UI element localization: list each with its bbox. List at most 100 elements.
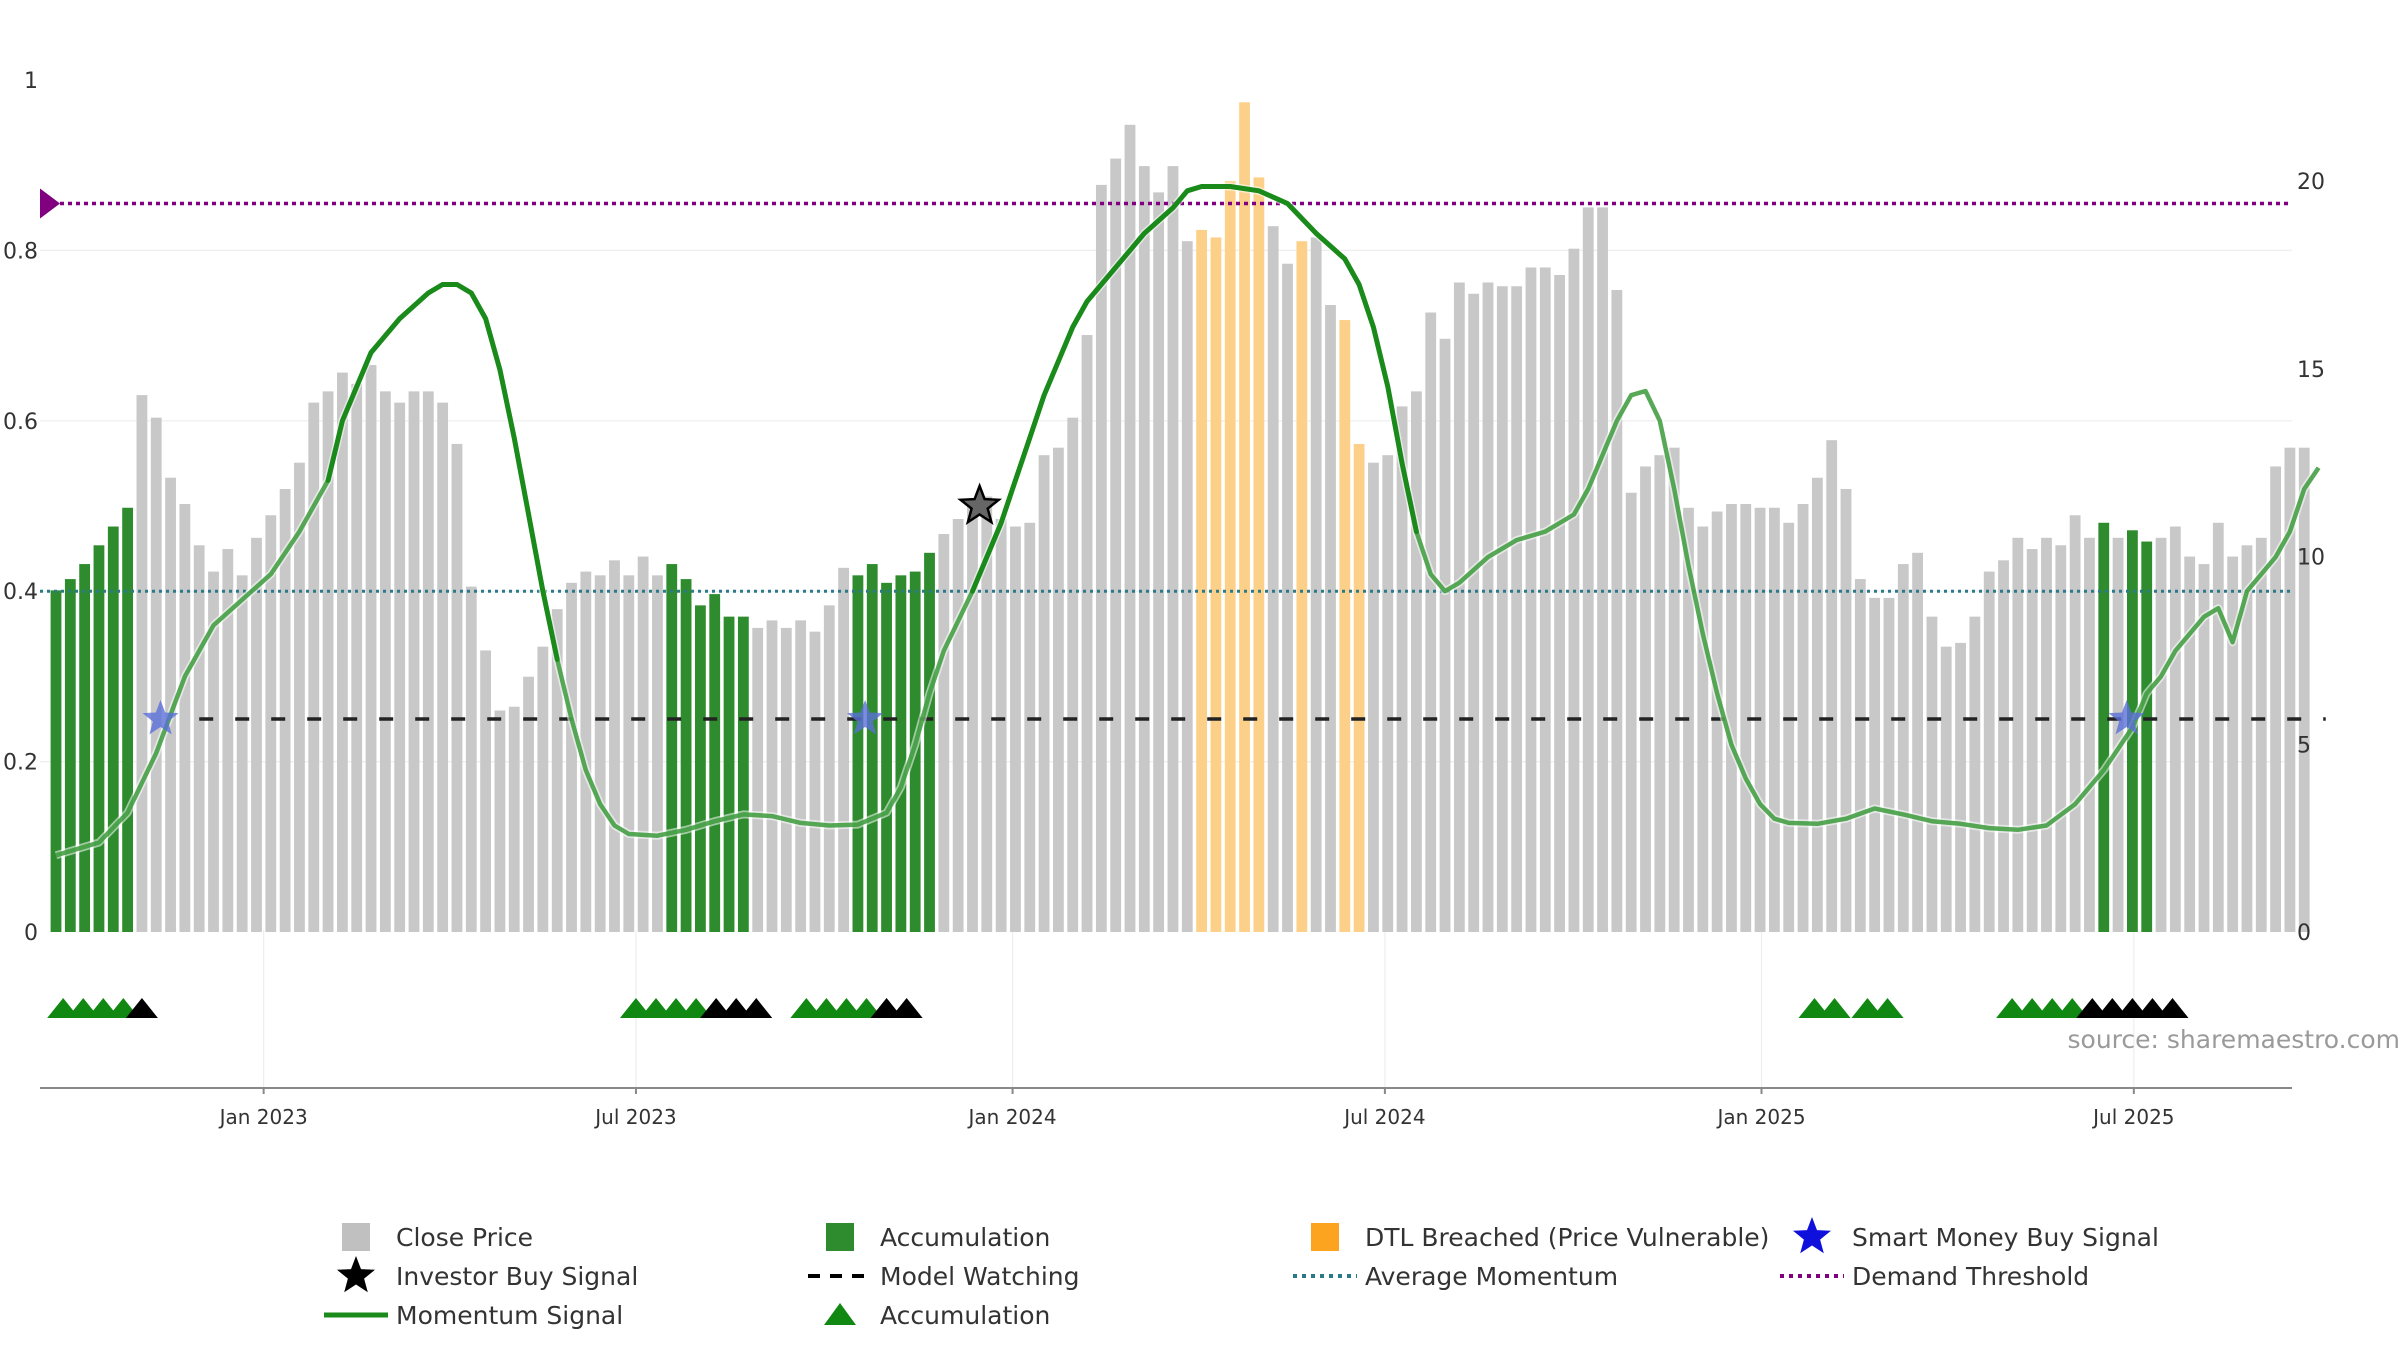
momentum-signal-strong xyxy=(325,282,560,662)
left-tick-label: 0.8 xyxy=(3,239,38,264)
right-tick-label: 0 xyxy=(2297,921,2311,946)
right-tick-label: 5 xyxy=(2297,733,2311,758)
close-price-bar xyxy=(408,391,420,932)
close-price-bar xyxy=(2212,522,2224,932)
close-price-bar xyxy=(2026,549,2038,932)
accumulation-marker-green xyxy=(1818,998,1851,1018)
close-price-bar xyxy=(752,627,764,932)
close-price-bar xyxy=(766,620,778,932)
close-price-bar xyxy=(1940,646,1952,932)
accumulation-marker-black xyxy=(2076,998,2109,1018)
close-price-bar xyxy=(1883,597,1895,932)
accumulation-bar xyxy=(2098,522,2110,932)
close-price-bar xyxy=(1525,267,1537,932)
close-price-bar xyxy=(1382,455,1394,932)
legend-item: Accumulation xyxy=(826,1223,1050,1252)
legend-item: Demand Threshold xyxy=(1780,1262,2089,1291)
close-price-bar xyxy=(795,620,807,932)
accumulation-bar xyxy=(93,545,105,932)
close-price-bar xyxy=(208,571,219,932)
momentum-signal-strong xyxy=(970,184,1419,594)
close-price-bar xyxy=(1153,192,1165,932)
close-price-bar xyxy=(1969,616,1981,932)
x-tick-label: Jan 2023 xyxy=(218,1105,308,1129)
legend-item: Close Price xyxy=(342,1223,533,1252)
legend-swatch-star xyxy=(337,1256,375,1293)
legend-label: Accumulation xyxy=(880,1301,1050,1330)
close-price-bar xyxy=(1411,391,1422,932)
close-price-bar xyxy=(1983,571,1995,932)
accumulation-bar xyxy=(709,594,721,932)
accumulation-marker-green xyxy=(1851,998,1884,1018)
accumulation-bar xyxy=(924,552,935,932)
x-tick-label: Jan 2025 xyxy=(1715,1105,1805,1129)
close-price-bar xyxy=(1167,166,1179,932)
accumulation-bar xyxy=(866,564,878,932)
close-price-bar xyxy=(251,537,262,932)
close-price-bar xyxy=(1110,158,1122,932)
close-price-bar xyxy=(566,582,577,932)
close-price-bar xyxy=(2241,545,2253,932)
close-price-bar xyxy=(1869,597,1881,932)
accumulation-bar xyxy=(122,507,133,932)
close-price-bar xyxy=(1038,455,1050,932)
close-price-bar xyxy=(322,391,334,932)
close-price-bar xyxy=(2041,537,2052,932)
buy-signal-stars xyxy=(142,482,2145,735)
close-price-bar xyxy=(1826,440,1838,932)
accumulation-bar xyxy=(2141,541,2153,932)
legend-item: Average Momentum xyxy=(1293,1262,1618,1291)
dtl-breached-bar xyxy=(1353,443,1365,932)
legend-item: Investor Buy Signal xyxy=(337,1256,638,1293)
accumulation-marker-black xyxy=(740,998,773,1018)
close-price-bar xyxy=(652,575,663,932)
close-price-bar xyxy=(1897,564,1909,932)
close-price-bar xyxy=(2284,447,2296,932)
close-price-bar xyxy=(2055,545,2067,932)
accumulation-marker-black xyxy=(2116,998,2149,1018)
accumulation-marker-black xyxy=(125,998,158,1018)
accumulation-bar xyxy=(64,579,76,932)
legend-swatch-square xyxy=(826,1223,854,1251)
close-price-bar xyxy=(1955,642,1966,932)
close-price-bar xyxy=(1926,616,1938,932)
accumulation-bar xyxy=(50,590,62,932)
legend: Close Price Accumulation DTL Breached (Pri… xyxy=(324,1217,2159,1330)
dtl-breached-bar xyxy=(1239,102,1250,932)
close-price-bar xyxy=(1597,207,1608,932)
close-price-bar xyxy=(1024,522,1036,932)
close-price-bar xyxy=(437,402,449,932)
close-price-bar xyxy=(2069,515,2081,932)
legend-label: Close Price xyxy=(396,1223,533,1252)
accumulation-bar xyxy=(666,564,678,932)
legend-swatch-star xyxy=(1793,1217,1831,1254)
close-price-bar xyxy=(623,575,635,932)
close-price-bar xyxy=(1453,282,1465,933)
right-tick-label: 10 xyxy=(2297,546,2325,571)
left-tick-label: 0.4 xyxy=(3,580,38,605)
close-price-bar xyxy=(1368,462,1379,932)
close-price-bar xyxy=(1439,338,1451,932)
accumulation-bar xyxy=(79,564,91,932)
legend-label: Accumulation xyxy=(880,1223,1050,1252)
close-price-bar xyxy=(193,545,205,932)
close-price-bar xyxy=(952,519,964,932)
legend-label: DTL Breached (Price Vulnerable) xyxy=(1365,1223,1769,1252)
close-price-bar xyxy=(995,519,1007,932)
accumulation-marker-green xyxy=(2056,998,2089,1018)
accumulation-marker-green xyxy=(660,998,693,1018)
close-price-bar xyxy=(1625,492,1637,932)
close-price-bar xyxy=(2169,526,2181,932)
dtl-breached-bar xyxy=(1339,320,1351,932)
close-price-bar xyxy=(1496,286,1508,932)
close-price-bar xyxy=(1396,406,1408,932)
accumulation-marker-black xyxy=(2136,998,2169,1018)
close-price-bar xyxy=(1740,504,1752,932)
accumulation-marker-black xyxy=(870,998,903,1018)
close-price-bar xyxy=(1726,504,1737,932)
x-tick-label: Jan 2024 xyxy=(967,1105,1057,1129)
close-price-bar xyxy=(2255,537,2267,932)
legend-label: Average Momentum xyxy=(1365,1262,1618,1291)
price-bars xyxy=(50,102,2310,933)
